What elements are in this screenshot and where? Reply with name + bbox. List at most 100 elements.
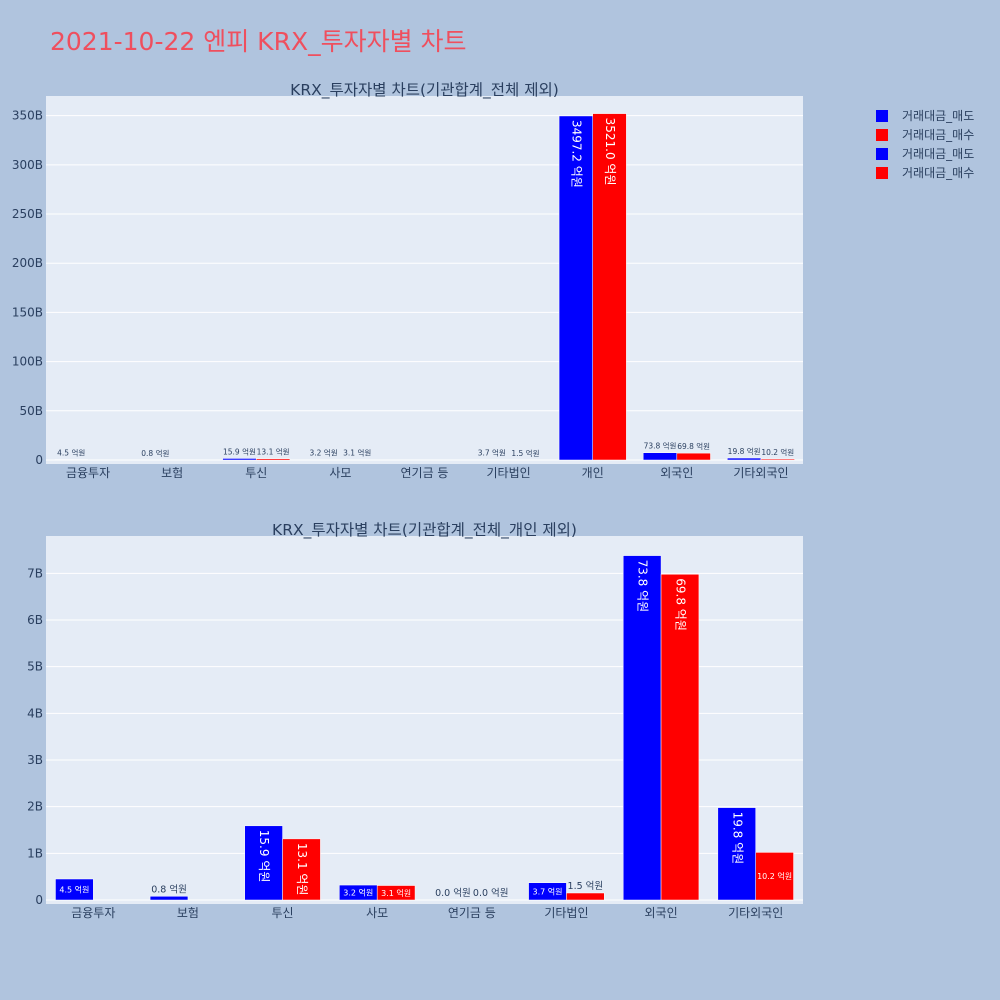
x-tick-label: 보험 (177, 906, 199, 920)
legend-swatch (876, 147, 888, 160)
y-tick-label: 0 (35, 893, 43, 907)
legend-label: 거래대금_매수 (902, 128, 975, 142)
legend-swatch (876, 128, 888, 141)
bar (558, 115, 593, 461)
data-label: 4.5 억원 (59, 885, 89, 895)
bar (727, 457, 762, 461)
x-tick-label: 금융투자 (71, 906, 115, 920)
y-tick-label: 300B (12, 158, 43, 172)
bar (376, 885, 416, 901)
y-tick-label: 350B (12, 109, 43, 123)
legend-swatch (876, 166, 888, 179)
legend-item[interactable]: 거래대금_매도 (876, 106, 974, 125)
x-tick-label: 연기금 등 (401, 466, 449, 480)
x-tick-label: 연기금 등 (448, 906, 496, 920)
y-tick-label: 7B (27, 566, 43, 580)
data-label: 15.9 억원 (223, 447, 256, 456)
data-label: 3521.0 억원 (603, 118, 617, 186)
data-label: 13.1 억원 (295, 843, 309, 896)
x-tick-label: 투신 (245, 466, 267, 480)
data-label: 1.5 억원 (568, 880, 604, 892)
data-label: 0.8 억원 (141, 449, 169, 458)
y-tick-label: 2B (27, 800, 43, 814)
legend-label: 거래대금_매도 (902, 109, 975, 123)
x-tick-label: 외국인 (645, 906, 678, 920)
data-label: 3.7 억원 (478, 449, 506, 458)
plot-area (46, 96, 803, 464)
bar (149, 896, 189, 901)
x-tick-label: 개인 (582, 466, 604, 480)
data-label: 73.8 억원 (636, 560, 650, 613)
x-tick-label: 기타외국인 (728, 906, 783, 920)
legend[interactable]: 거래대금_매도 거래대금_매수 거래대금_매도 거래대금_매수 (876, 106, 974, 182)
bar (717, 807, 756, 901)
bar (592, 113, 627, 461)
y-tick-label: 6B (27, 613, 43, 627)
x-tick-label: 기타법인 (487, 466, 531, 480)
bar (755, 852, 794, 901)
y-tick-label: 200B (12, 256, 43, 270)
bar (222, 458, 257, 461)
bar (244, 825, 283, 901)
data-label: 4.5 억원 (57, 449, 85, 458)
chart-panel: 0 1B 2B 3B 4B 5B 6B 7B KRX_투자자별 차트(기관합계_전체_개인 제외… (27, 521, 803, 920)
y-tick-label: 0 (35, 453, 43, 467)
data-label: 10.2 억원 (761, 448, 794, 457)
x-tick-label: 기타외국인 (733, 466, 788, 480)
x-tick-label: 투신 (272, 906, 294, 920)
data-label: 1.5 억원 (511, 449, 539, 458)
legend-item[interactable]: 거래대금_매도 (876, 144, 974, 163)
y-tick-label: 50B (19, 404, 43, 418)
data-label: 19.8 억원 (728, 447, 761, 456)
legend-swatch (876, 109, 888, 122)
data-label: 3.1 억원 (343, 449, 371, 458)
y-tick-label: 150B (12, 305, 43, 319)
x-tick-label: 기타법인 (544, 906, 588, 920)
bar (642, 452, 678, 461)
data-label: 69.8 억원 (677, 442, 710, 451)
data-label: 3497.2 억원 (569, 120, 583, 188)
x-tick-label: 외국인 (660, 466, 693, 480)
data-label: 13.1 억원 (257, 448, 290, 457)
bar (256, 458, 291, 461)
data-label: 3.7 억원 (533, 886, 563, 896)
data-label: 73.8 억원 (644, 442, 677, 451)
bar (528, 882, 567, 901)
data-label: 0.0 억원 (473, 887, 509, 899)
data-label: 0.0 억원 (435, 887, 471, 899)
bar (676, 452, 711, 461)
bar (622, 555, 662, 901)
y-tick-label: 100B (12, 355, 43, 369)
bar (282, 838, 321, 901)
x-tick-label: 금융투자 (66, 466, 110, 480)
bar (660, 574, 700, 901)
data-label: 19.8 억원 (730, 812, 744, 865)
bar (55, 878, 94, 901)
data-label: 10.2 억원 (757, 871, 792, 881)
bar (760, 458, 795, 461)
x-tick-label: 사모 (329, 466, 351, 480)
legend-label: 거래대금_매도 (902, 147, 975, 161)
data-label: 3.2 억원 (343, 888, 373, 898)
data-label: 69.8 억원 (673, 578, 687, 631)
x-tick-label: 사모 (366, 906, 388, 920)
data-label: 0.8 억원 (151, 883, 187, 895)
y-tick-label: 1B (27, 846, 43, 860)
legend-item[interactable]: 거래대금_매수 (876, 125, 974, 144)
legend-item[interactable]: 거래대금_매수 (876, 163, 974, 182)
y-tick-label: 5B (27, 660, 43, 674)
bar (566, 892, 605, 901)
page-title: 2021-10-22 엔피 KRX_투자자별 차트 (50, 27, 467, 56)
chart-title: KRX_투자자별 차트(기관합계_전체 제외) (290, 81, 559, 100)
y-tick-label: 3B (27, 753, 43, 767)
legend-label: 거래대금_매수 (902, 166, 975, 180)
chart-panel: 0 50B 100B 150B 200B 250B 300B 350B KRX_투자자별 차트(… (12, 81, 803, 480)
x-tick-label: 보험 (161, 466, 183, 480)
data-label: 3.2 억원 (310, 449, 338, 458)
data-label: 3.1 억원 (381, 888, 411, 898)
chart-title: KRX_투자자별 차트(기관합계_전체_개인 제외) (272, 521, 577, 540)
data-label: 15.9 억원 (257, 830, 271, 883)
y-tick-label: 4B (27, 706, 43, 720)
y-tick-label: 250B (12, 207, 43, 221)
